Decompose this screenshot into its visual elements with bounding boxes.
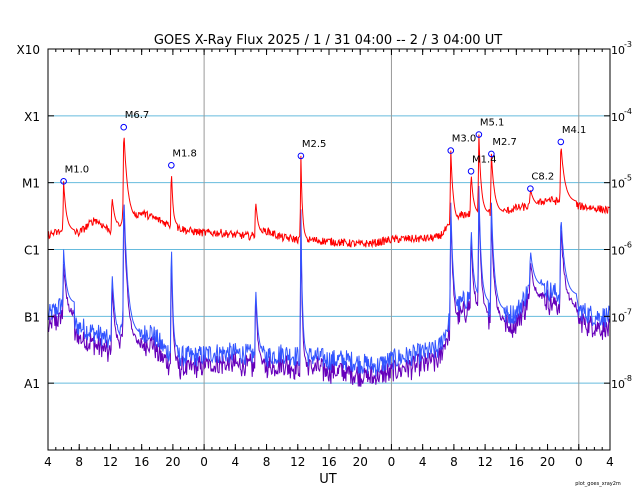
short-wavelength-trace <box>47 185 611 377</box>
x-tick-label: 20 <box>353 455 368 469</box>
y-class-label: M1 <box>22 177 40 191</box>
y-flux-label: 10 <box>611 245 625 258</box>
y-class-label: X1 <box>24 110 40 124</box>
y-class-label: A1 <box>24 377 40 391</box>
flare-label: C8.2 <box>531 172 554 183</box>
y-axis-class-labels: X10 X1 M1 C1 B1 A1 <box>17 43 54 391</box>
x-tick-label: 8 <box>263 455 271 469</box>
flux-series <box>47 134 611 387</box>
grid-lines <box>48 115 610 384</box>
y-flux-exponent: -4 <box>624 107 632 116</box>
x-tick-label: 4 <box>419 455 427 469</box>
chart-title: GOES X-Ray Flux 2025 / 1 / 31 04:00 -- 2… <box>154 33 502 48</box>
x-tick-label: 12 <box>103 455 118 469</box>
flare-marker <box>475 131 483 138</box>
day-boundary-lines <box>203 49 580 450</box>
flare-annotations: M1.0 M6.7 M1.8 M2.5 M3.0 M1.4 M5.1 M2.7 C8.2 M4.1 <box>60 110 587 192</box>
x-tick-label: 12 <box>477 455 492 469</box>
flare-label: M2.5 <box>302 139 327 150</box>
y-axis-flux-labels: 10-310-410-510-610-710-8 <box>604 40 632 391</box>
x-tick-label: 12 <box>290 455 305 469</box>
flare-label: M2.7 <box>492 137 517 148</box>
flare-label: M6.7 <box>125 110 150 121</box>
y-flux-exponent: -5 <box>624 174 632 183</box>
long-wavelength-trace <box>47 134 611 249</box>
flare-label: M4.1 <box>562 125 587 136</box>
y-class-label: X10 <box>17 43 41 57</box>
x-tick-label: 8 <box>75 455 83 469</box>
y-flux-label: 10 <box>611 178 625 191</box>
flare-marker <box>297 152 305 160</box>
flare-marker <box>120 123 128 131</box>
x-tick-label: 8 <box>450 455 458 469</box>
flare-label: M5.1 <box>480 118 505 129</box>
flare-label: M3.0 <box>452 134 477 145</box>
x-tick-label: 20 <box>540 455 555 469</box>
flare-marker <box>527 185 534 192</box>
x-axis-label: UT <box>319 472 337 487</box>
flare-label: M1.8 <box>172 148 197 159</box>
flare-marker <box>447 147 455 154</box>
flare-marker <box>557 138 565 146</box>
x-tick-label: 0 <box>388 455 396 469</box>
flare-marker <box>467 168 475 175</box>
y-flux-exponent: -7 <box>624 307 632 316</box>
y-flux-label: 10 <box>611 111 625 124</box>
x-tick-label: 4 <box>44 455 52 469</box>
flare-label: M1.0 <box>65 164 90 175</box>
x-tick-label: 0 <box>200 455 208 469</box>
y-flux-label: 10 <box>611 311 625 324</box>
x-tick-label: 4 <box>232 455 240 469</box>
y-flux-exponent: -3 <box>624 40 632 49</box>
x-tick-label: 4 <box>606 455 614 469</box>
x-axis-ticks: 4 8 12 16 20 0 4 8 12 16 20 0 4 8 12 16 20 0 4 <box>44 49 614 469</box>
x-tick-label: 0 <box>575 455 583 469</box>
flare-marker <box>60 178 67 185</box>
x-tick-label: 16 <box>134 455 149 469</box>
y-flux-label: 10 <box>611 378 625 391</box>
y-class-label: C1 <box>24 244 40 258</box>
y-flux-exponent: -8 <box>624 374 632 383</box>
flare-marker <box>168 161 175 169</box>
y-flux-label: 10 <box>611 44 625 57</box>
x-tick-label: 16 <box>321 455 336 469</box>
y-class-label: B1 <box>24 310 40 324</box>
flare-label: M1.4 <box>472 154 497 165</box>
y-flux-exponent: -6 <box>624 241 632 250</box>
x-tick-label: 20 <box>165 455 180 469</box>
short-wavelength-low-trace <box>47 200 611 387</box>
x-tick-label: 16 <box>509 455 524 469</box>
plot-footer: plot_goes_xray2m <box>575 481 621 487</box>
flare-marker <box>488 150 495 158</box>
